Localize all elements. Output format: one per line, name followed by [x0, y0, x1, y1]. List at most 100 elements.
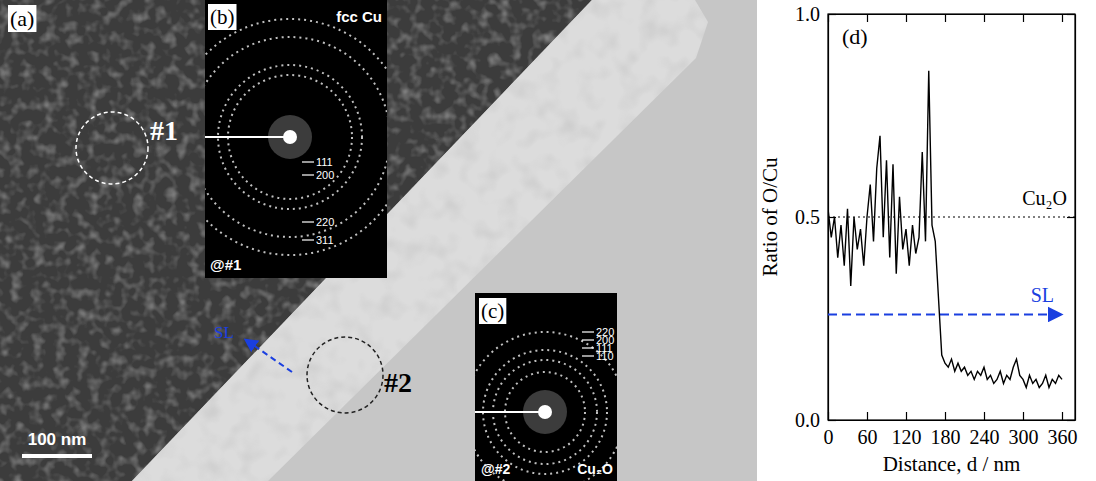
- region-circle: [307, 337, 383, 413]
- data-line: [828, 71, 1062, 388]
- scale-bar-label: 100 nm: [28, 430, 87, 449]
- background-region: [0, 0, 757, 481]
- plot-area: [828, 71, 1075, 388]
- tick: [1067, 14, 1075, 15]
- x-axis-top: [829, 14, 1076, 22]
- oxide-layer: [132, 0, 708, 481]
- ring-pointer: [302, 174, 314, 175]
- scan-line-arrow: [246, 340, 292, 372]
- tick: [945, 14, 946, 22]
- tick: [984, 14, 985, 22]
- tick-mark: [828, 14, 836, 15]
- tick-label: 0.5: [795, 206, 820, 228]
- y-axis-title: Ratio of O/Cu: [758, 157, 782, 276]
- tick: [1023, 14, 1024, 22]
- beam-stop: [205, 136, 290, 138]
- tick-mark: [1067, 14, 1075, 15]
- tick-label: 0.0: [795, 409, 820, 431]
- tick: 240: [970, 412, 1000, 448]
- panel-label: (b): [210, 5, 235, 29]
- tick-mark: [1062, 14, 1063, 22]
- diffraction-ring: [205, 19, 387, 255]
- axis-line: [1075, 15, 1076, 421]
- panel-label-box: [8, 5, 36, 32]
- phase-label: Cu₂O: [577, 461, 613, 477]
- axis-line: [829, 14, 1076, 15]
- tick-label: 180: [931, 426, 961, 448]
- chart: 0 60 120 180 240 300 360 0.0 0.5 1.0 Cu₂O SL Distanc…: [758, 3, 1078, 476]
- reference-line: [828, 313, 1062, 315]
- tick-mark: [1023, 412, 1024, 420]
- tick-mark: [945, 14, 946, 22]
- panel-label: (c): [481, 299, 504, 323]
- ring-index: 110: [596, 350, 614, 362]
- phase-label: fcc Cu: [336, 8, 382, 25]
- tick-label: 240: [970, 426, 1000, 448]
- tick: 0.0: [795, 409, 836, 431]
- site-label: @#1: [210, 256, 241, 273]
- tick-mark: [984, 14, 985, 22]
- x-axis-title: Distance, d / nm: [883, 452, 1021, 476]
- scale-bar: [22, 454, 92, 458]
- figure: #1#2SL100 nm111200220311(b)fcc Cu@#12202…: [0, 0, 1096, 481]
- diffraction-ring: [205, 37, 387, 237]
- panel-label: (d): [842, 24, 868, 49]
- scan-line-label: SL: [214, 323, 234, 342]
- center-spot: [538, 405, 552, 419]
- tick-label: 360: [1048, 426, 1078, 448]
- ring-pointer: [582, 355, 594, 356]
- tick: 1.0: [795, 3, 836, 25]
- tick-mark: [867, 14, 868, 22]
- tick-mark: [1023, 14, 1024, 22]
- ring-pointer: [302, 161, 314, 162]
- tick-mark: [906, 412, 907, 420]
- tick-label: 120: [892, 426, 922, 448]
- tick: [906, 14, 907, 22]
- panel-label: (a): [10, 6, 34, 31]
- tick-label: 1.0: [795, 3, 820, 25]
- region-label: #2: [384, 367, 412, 398]
- tick-mark: [945, 412, 946, 420]
- oxide-texture: [132, 0, 708, 481]
- tick: [1062, 14, 1063, 22]
- beam-stop: [475, 411, 545, 413]
- plot-frame: [828, 14, 1075, 420]
- tick-label: 300: [1009, 426, 1039, 448]
- x-axis: 0 60 120 180 240 300 360: [824, 412, 1078, 448]
- tick-mark: [867, 412, 868, 420]
- tick: [1067, 420, 1075, 421]
- reference-label: SL: [1031, 284, 1054, 306]
- region-label: #1: [150, 115, 178, 146]
- tick: 120: [892, 412, 922, 448]
- tick-mark: [1067, 420, 1075, 421]
- tick: 300: [1009, 412, 1039, 448]
- diffraction-ring: [475, 332, 617, 481]
- reference-label: Cu₂O: [1022, 187, 1067, 209]
- inset-background: [475, 293, 617, 481]
- micrograph: #1 #2 SL 100 nm: [0, 0, 757, 481]
- tick-mark: [984, 412, 985, 420]
- ring-pointer: [302, 239, 314, 240]
- panel-label-box: [479, 298, 506, 324]
- site-label: @#2: [481, 461, 510, 477]
- reference-line: [828, 216, 1075, 217]
- ring-index: 311: [316, 234, 334, 246]
- region-circle: [76, 112, 148, 184]
- ring-pointer: [582, 347, 594, 348]
- panel-label-box: [208, 4, 237, 30]
- ring-index: 200: [316, 169, 334, 181]
- tick: 180: [931, 412, 961, 448]
- ring-pointer: [582, 331, 594, 332]
- tick: 60: [858, 412, 878, 448]
- tick: [867, 14, 868, 22]
- axis-line: [829, 420, 1076, 421]
- diffraction-inset: 220200111110(c)@#2Cu₂O: [465, 293, 625, 481]
- tick-mark: [828, 420, 836, 421]
- diffraction-inset: 111200220311(b)fcc Cu@#1: [172, 0, 408, 278]
- tick-label: 0: [824, 426, 834, 448]
- ring-pointer: [582, 339, 594, 340]
- ring-pointer: [302, 221, 314, 222]
- tick-label: 60: [858, 426, 878, 448]
- center-spot: [283, 130, 297, 144]
- tick-mark: [1062, 412, 1063, 420]
